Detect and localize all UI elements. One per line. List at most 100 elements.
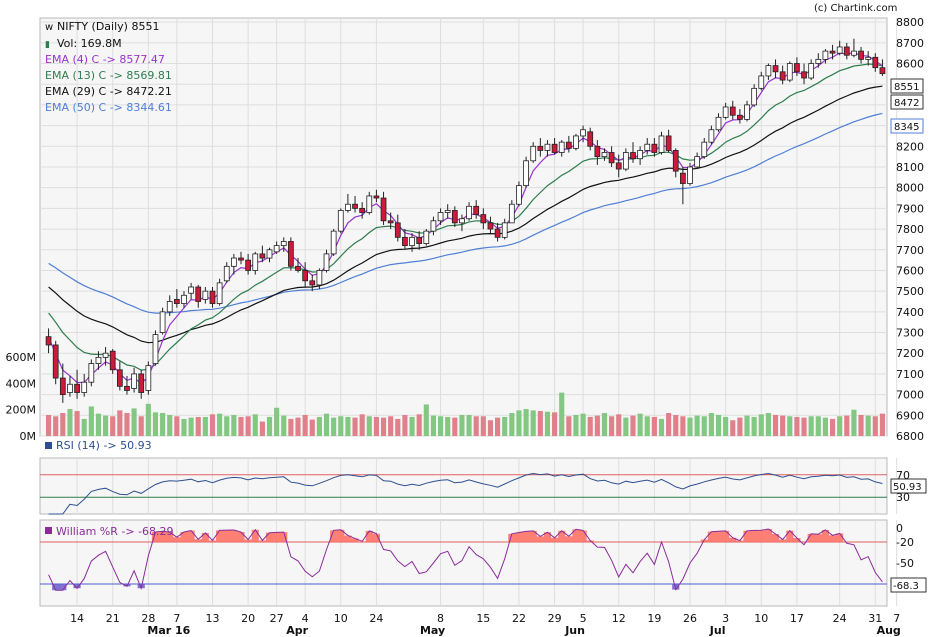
volume-bar	[744, 415, 750, 436]
volume-bar	[566, 416, 572, 436]
volume-bar	[516, 410, 522, 436]
volume-bar	[224, 416, 230, 436]
volume-bar	[416, 414, 422, 436]
candle-body	[345, 203, 351, 211]
volume-bar	[844, 415, 850, 436]
volume-bar	[658, 418, 665, 436]
volume-bar	[651, 416, 657, 436]
volume-bar	[758, 414, 764, 436]
willr-legend-marker	[45, 527, 52, 534]
willr-tick-label: 0	[896, 522, 903, 535]
volume-bar	[587, 416, 593, 436]
candle-body	[494, 228, 501, 238]
candle-body	[444, 210, 451, 213]
date-tick-label: 20	[241, 612, 255, 625]
candle-body	[124, 385, 130, 391]
legend-volume: Vol: 169.8M	[57, 37, 122, 50]
candle-body	[259, 253, 266, 259]
date-tick-label: 24	[369, 612, 383, 625]
candle-body	[459, 218, 465, 224]
volume-bar	[316, 416, 322, 436]
candle-body	[551, 143, 558, 153]
volume-bar	[188, 417, 194, 436]
volume-bar	[701, 416, 707, 436]
candle-body	[587, 131, 594, 147]
legend-title: NIFTY (Daily) 8551	[57, 20, 159, 33]
candle-body	[138, 373, 145, 393]
volume-bar	[680, 416, 686, 436]
willr-tick-label: -50	[896, 557, 914, 570]
candle-body	[836, 46, 843, 54]
price-tick-label: 7100	[896, 368, 924, 381]
volume-tick-label: 400M	[6, 377, 37, 390]
rsi-tick-label: 30	[896, 491, 910, 504]
volume-bar	[502, 416, 508, 436]
volume-bar	[231, 414, 237, 436]
volume-bar	[402, 414, 408, 436]
candle-body	[109, 350, 116, 371]
candle-body	[52, 344, 59, 379]
volume-bar	[366, 416, 372, 436]
candle-body	[188, 286, 194, 294]
volume-bar	[302, 414, 308, 436]
volume-bar	[687, 417, 693, 436]
volume-bar	[395, 418, 401, 436]
candle-body	[430, 220, 437, 232]
candle-body	[252, 253, 259, 271]
volume-bar	[53, 416, 59, 436]
candle-body	[337, 210, 344, 232]
ema29-line	[48, 85, 883, 344]
volume-tick-label: 0M	[20, 430, 37, 443]
volume-icon: ▮	[45, 40, 50, 50]
date-tick-label: 19	[647, 612, 661, 625]
price-value-label: 8551	[894, 82, 919, 93]
volume-bar	[174, 416, 180, 436]
candle-body	[116, 369, 123, 387]
candle-body	[501, 222, 508, 238]
rsi-panel	[39, 457, 888, 515]
candle-body	[131, 373, 137, 389]
candle-body	[45, 336, 52, 346]
volume-bar	[480, 416, 486, 436]
candle-body	[473, 205, 480, 215]
date-tick-label: 3	[722, 612, 729, 625]
candle-body	[195, 286, 202, 302]
volume-bar	[259, 421, 265, 436]
ema29-value-box	[890, 94, 924, 110]
volume-bar	[616, 414, 622, 436]
volume-tick-label: 600M	[6, 351, 37, 364]
price-tick-label: 8700	[896, 37, 924, 50]
volume-bar	[765, 413, 771, 436]
candle-body	[216, 282, 223, 304]
month-tick-label: Aug	[877, 624, 901, 637]
month-tick-label: Mar 16	[147, 624, 190, 637]
candle-body	[573, 135, 579, 149]
candle-body	[687, 166, 693, 184]
rsi-value-label: 50.93	[893, 482, 922, 493]
volume-bar	[772, 414, 779, 436]
candle-body	[615, 162, 622, 170]
volume-bar	[60, 413, 66, 436]
volume-bar	[245, 416, 251, 436]
volume-bar	[266, 416, 273, 436]
candle-body	[402, 236, 408, 247]
candle-body	[843, 46, 850, 56]
price-tick-label: 7900	[896, 202, 924, 215]
indicator-lines	[40, 472, 887, 591]
price-tick-label: 7800	[896, 223, 924, 236]
volume-bar	[730, 420, 736, 436]
month-tick-label: Jun	[564, 624, 585, 637]
candle-body	[808, 63, 815, 79]
candle-body	[680, 172, 686, 184]
volume-bar	[181, 418, 187, 436]
candle-body	[851, 50, 857, 56]
volume-bar	[295, 417, 301, 436]
candle-body	[295, 265, 301, 271]
candle-body	[879, 67, 886, 75]
volume-bar	[380, 417, 387, 436]
grid-lines	[40, 18, 898, 606]
candle-body	[173, 299, 180, 304]
volume-bar	[737, 417, 743, 436]
legend-ema13: EMA (13) C -> 8569.81	[45, 69, 172, 82]
volume-bar	[281, 415, 287, 436]
